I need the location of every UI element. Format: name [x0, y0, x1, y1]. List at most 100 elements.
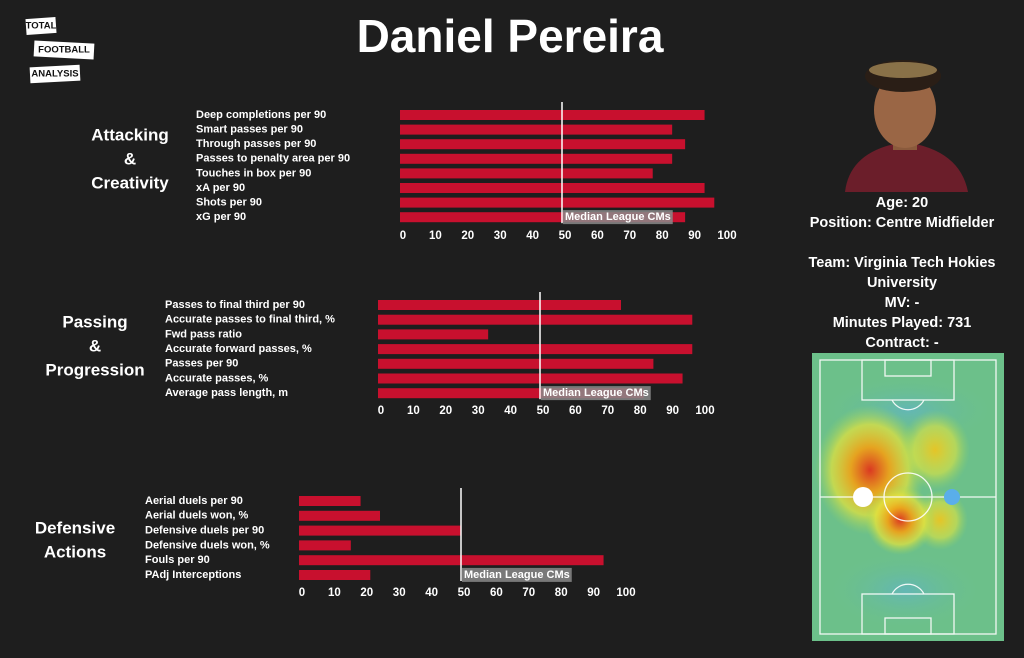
x-tick-label: 20: [461, 230, 474, 242]
bar-label: Accurate passes, %: [165, 372, 269, 384]
x-tick-label: 0: [400, 230, 406, 242]
x-tick-label: 80: [555, 587, 568, 599]
x-tick-label: 90: [666, 405, 679, 417]
bar-label: PAdj Interceptions: [145, 569, 241, 581]
bar: [299, 496, 361, 506]
bar-label: xG per 90: [196, 211, 246, 223]
bar-label: Through passes per 90: [196, 138, 316, 150]
profile-line: MV: -: [885, 295, 920, 311]
median-label-bg: [462, 567, 572, 582]
bar: [400, 168, 653, 179]
heat-zone: [900, 410, 970, 490]
x-tick-label: 60: [490, 587, 503, 599]
x-tick-label: 100: [717, 230, 736, 242]
bar: [400, 197, 715, 208]
profile-line: Team: Virginia Tech Hokies: [809, 255, 996, 271]
logo: TOTAL FOOTBALL ANALYSIS: [25, 16, 95, 84]
player-marker: [853, 487, 873, 507]
x-tick-label: 80: [634, 405, 647, 417]
pitch-lines: [819, 359, 997, 635]
x-tick-label: 0: [378, 405, 384, 417]
section-title: &: [89, 336, 101, 355]
bar: [400, 212, 686, 223]
bar-label: Deep completions per 90: [196, 109, 326, 121]
bar-label: Passes to penalty area per 90: [196, 153, 350, 165]
bar: [299, 510, 380, 521]
bar: [378, 388, 644, 399]
x-tick-label: 10: [429, 230, 442, 242]
section-title: Creativity: [91, 173, 169, 192]
bar: [378, 358, 654, 369]
x-tick-label: 70: [601, 405, 614, 417]
x-tick-label: 10: [407, 405, 420, 417]
logo-box: [33, 40, 95, 60]
median-label: Median League CMs: [565, 211, 671, 223]
section-title: Passing: [62, 312, 127, 331]
x-tick-label: 50: [458, 587, 471, 599]
bar-label: Shots per 90: [196, 197, 262, 209]
x-tick-label: 60: [569, 405, 582, 417]
bar: [299, 555, 604, 566]
profile-line: University: [867, 275, 937, 291]
x-tick-label: 90: [587, 587, 600, 599]
section-title: Progression: [45, 360, 144, 379]
x-tick-label: 30: [393, 587, 406, 599]
bar: [299, 525, 461, 536]
bar-label: Aerial duels per 90: [145, 495, 243, 507]
bar: [299, 570, 371, 580]
player-name: Daniel Pereira: [357, 10, 664, 62]
face: [874, 72, 936, 148]
bar: [378, 300, 621, 310]
x-tick-label: 80: [656, 230, 669, 242]
section-title: Defensive: [35, 518, 115, 537]
bar: [378, 373, 683, 384]
shirt: [845, 142, 968, 192]
logo-box: [25, 16, 57, 36]
hair-tips: [869, 62, 937, 78]
bar-label: Touches in box per 90: [196, 167, 311, 179]
x-tick-label: 30: [472, 405, 485, 417]
bar-label: Fwd pass ratio: [165, 328, 242, 340]
section-title: Actions: [44, 542, 106, 561]
logo-box: [29, 64, 81, 84]
bar: [378, 344, 693, 355]
bar-label: Average pass length, m: [165, 387, 288, 399]
bar: [299, 540, 351, 551]
bar: [400, 153, 673, 164]
bar-label: xA per 90: [196, 182, 245, 194]
logo-text: FOOTBALL: [38, 45, 90, 56]
bar: [400, 124, 673, 135]
bar-label: Passes per 90: [165, 358, 238, 370]
bar-label: Smart passes per 90: [196, 124, 303, 136]
section-title: Attacking: [91, 125, 168, 144]
x-tick-label: 70: [623, 230, 636, 242]
bar-label: Defensive duels won, %: [145, 539, 270, 551]
x-tick-label: 40: [425, 587, 438, 599]
bar-label: Passes to final third per 90: [165, 299, 305, 311]
x-tick-label: 40: [526, 230, 539, 242]
median-label-bg: [563, 210, 673, 225]
profile-line: Minutes Played: 731: [833, 315, 972, 331]
x-tick-label: 100: [695, 405, 714, 417]
median-label: Median League CMs: [464, 569, 570, 581]
x-tick-label: 10: [328, 587, 341, 599]
x-tick-label: 100: [616, 587, 635, 599]
x-tick-label: 20: [439, 405, 452, 417]
bar: [400, 183, 705, 193]
player-photo: [845, 60, 968, 192]
bar-label: Accurate passes to final third, %: [165, 314, 335, 326]
x-tick-label: 20: [360, 587, 373, 599]
section-title: &: [124, 149, 136, 168]
heat-zone: [825, 550, 985, 630]
profile-line: Age: 20: [876, 195, 928, 211]
opponent-marker: [944, 489, 960, 505]
median-label: Median League CMs: [543, 387, 649, 399]
x-tick-label: 30: [494, 230, 507, 242]
x-tick-label: 50: [559, 230, 572, 242]
bar: [400, 139, 686, 150]
x-tick-label: 0: [299, 587, 305, 599]
profile-line: Position: Centre Midfielder: [810, 215, 995, 231]
bar-label: Accurate forward passes, %: [165, 343, 312, 355]
logo-text: ANALYSIS: [31, 69, 78, 80]
x-tick-label: 90: [688, 230, 701, 242]
